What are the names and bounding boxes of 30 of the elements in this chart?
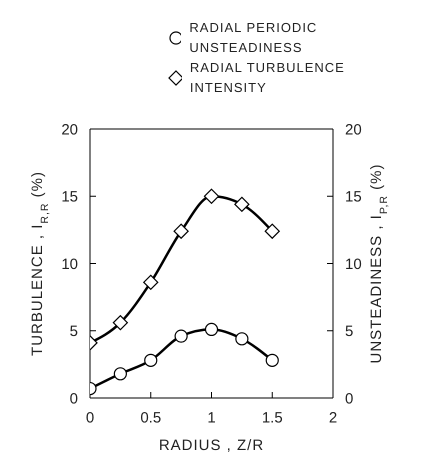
point xyxy=(204,322,218,336)
y2-tick-label: 15 xyxy=(345,188,362,206)
y-tick-label: 10 xyxy=(61,256,78,273)
point xyxy=(144,354,158,367)
point xyxy=(114,367,127,380)
point xyxy=(204,188,220,204)
y2-tick-label: 20 xyxy=(345,121,362,138)
x-tick-label: 1 xyxy=(207,410,216,427)
y2-tick-label: 0 xyxy=(345,390,354,408)
y-tick-label: 15 xyxy=(61,188,78,206)
y2-tick-label: 5 xyxy=(345,323,354,340)
y2-tick-label: 10 xyxy=(345,256,362,273)
x-tick-label: 0.5 xyxy=(140,410,162,427)
x-tick-label: 0 xyxy=(86,410,94,427)
y-tick-label: 20 xyxy=(61,121,78,138)
x-axis-title: RADIUS , Z/R xyxy=(158,437,264,454)
x-tick-label: 2 xyxy=(328,410,338,427)
y-tick-label: 5 xyxy=(70,323,78,340)
point xyxy=(264,224,280,239)
point xyxy=(174,330,188,343)
point xyxy=(266,354,279,367)
point xyxy=(112,315,128,330)
legend-label: RADIAL PERIODIC UNSTEADINESS xyxy=(189,19,318,57)
legend-label: RADIAL TURBULENCE INTENSITY xyxy=(190,59,346,97)
point xyxy=(235,332,248,346)
y-tick-label: 0 xyxy=(70,390,78,408)
x-tick-label: 1.5 xyxy=(262,410,283,427)
point xyxy=(174,224,189,239)
point xyxy=(143,274,158,290)
point xyxy=(234,196,250,212)
